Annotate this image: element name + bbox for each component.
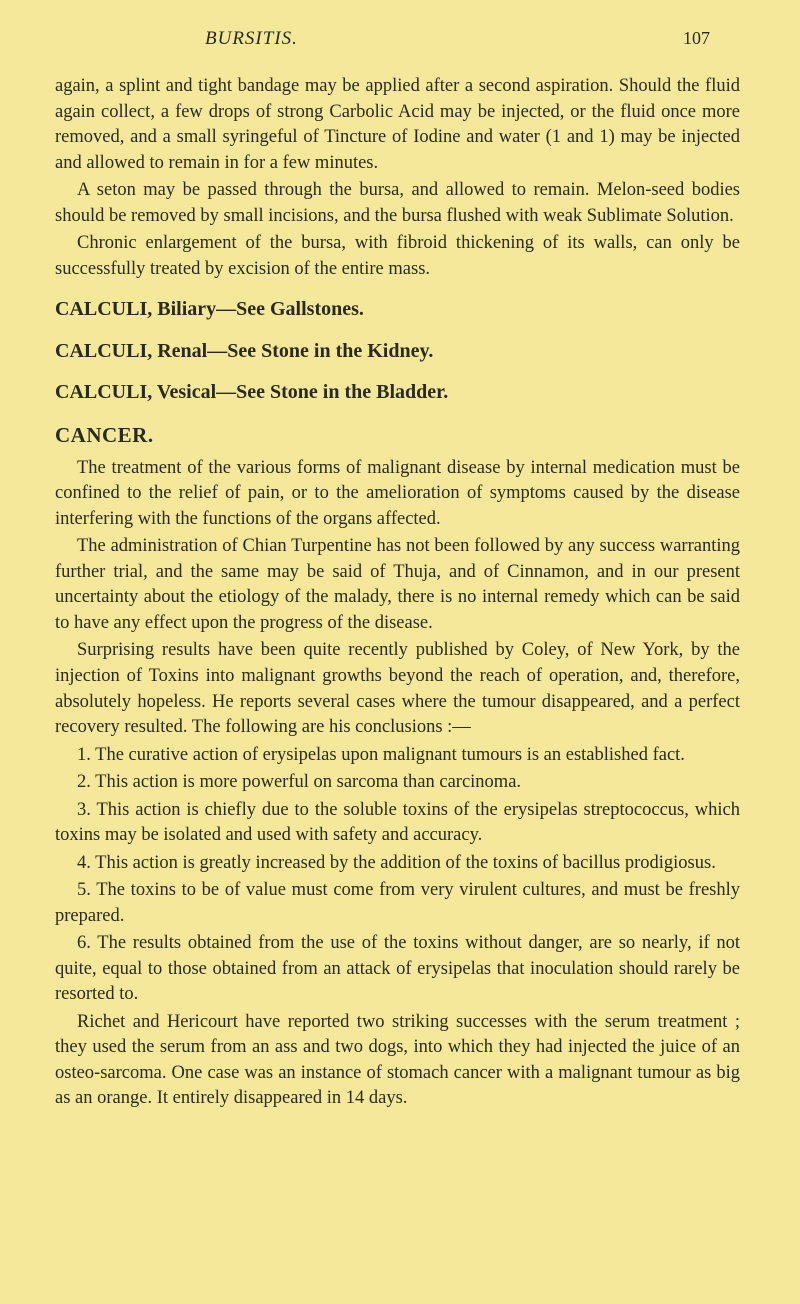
section-heading-calculi-biliary: CALCULI, Biliary—See Gallstones. — [55, 296, 740, 324]
paragraph: Richet and Hericourt have reported two s… — [55, 1010, 740, 1112]
section-heading-calculi-renal: CALCULI, Renal—See Stone in the Kidney. — [55, 338, 740, 366]
section-heading-calculi-vesical: CALCULI, Vesical—See Stone in the Bladde… — [55, 379, 740, 407]
page-number: 107 — [683, 28, 710, 49]
paragraph: again, a splint and tight bandage may be… — [55, 74, 740, 176]
paragraph: A seton may be passed through the bursa,… — [55, 178, 740, 229]
paragraph: The treatment of the various forms of ma… — [55, 456, 740, 533]
running-title: BURSITIS. — [205, 28, 298, 50]
paragraph: 5. The toxins to be of value must come f… — [55, 878, 740, 929]
paragraph: 2. This action is more powerful on sarco… — [55, 770, 740, 796]
paragraph: 1. The curative action of erysipelas upo… — [55, 743, 740, 769]
section-heading-cancer: CANCER. — [55, 421, 740, 450]
paragraph: Chronic enlargement of the bursa, with f… — [55, 231, 740, 282]
page-header: BURSITIS. 107 — [55, 28, 740, 50]
paragraph: Surprising results have been quite recen… — [55, 638, 740, 740]
paragraph: 3. This action is chiefly due to the sol… — [55, 798, 740, 849]
paragraph: The administration of Chian Turpentine h… — [55, 534, 740, 636]
paragraph: 4. This action is greatly increased by t… — [55, 851, 740, 877]
paragraph: 6. The results obtained from the use of … — [55, 931, 740, 1008]
body-content: again, a splint and tight bandage may be… — [55, 74, 740, 1112]
